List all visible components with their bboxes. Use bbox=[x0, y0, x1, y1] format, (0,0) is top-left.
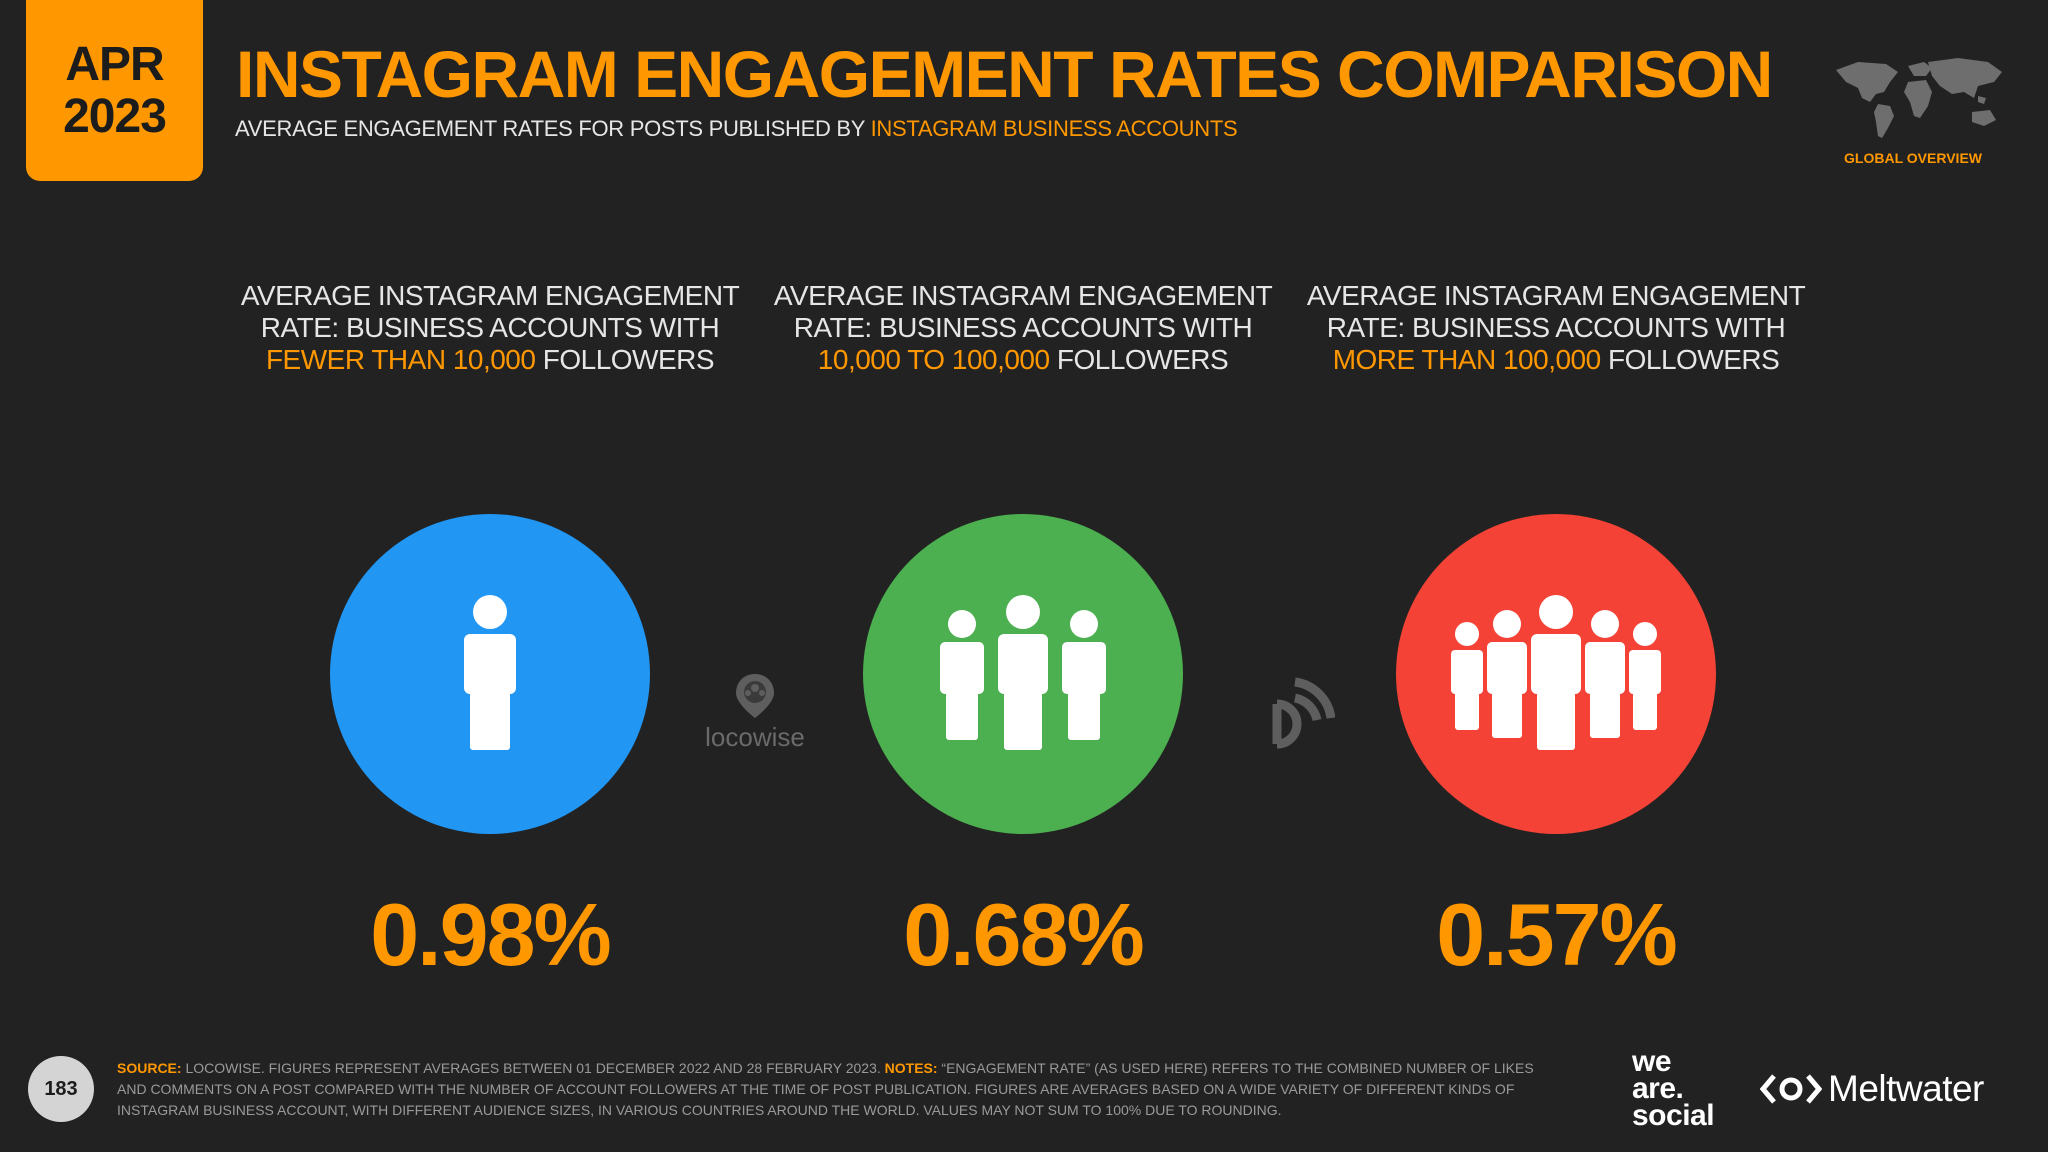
panel-heading: AVERAGE INSTAGRAM ENGAGEMENT RATE: BUSIN… bbox=[773, 280, 1273, 376]
stat-value: 0.98% bbox=[370, 885, 612, 984]
locowise-pin-icon bbox=[736, 674, 774, 718]
panel-heading: AVERAGE INSTAGRAM ENGAGEMENT RATE: BUSIN… bbox=[240, 280, 740, 376]
brand-was-line2: are. bbox=[1632, 1072, 1684, 1105]
panel-heading-line1: AVERAGE INSTAGRAM ENGAGEMENT bbox=[1306, 280, 1806, 311]
panel-large-accounts: AVERAGE INSTAGRAM ENGAGEMENT RATE: BUSIN… bbox=[1306, 280, 1806, 980]
stat-value: 0.68% bbox=[903, 885, 1145, 984]
blue-circle bbox=[330, 514, 650, 834]
footnote: SOURCE: LOCOWISE. FIGURES REPRESENT AVER… bbox=[117, 1058, 1562, 1121]
green-circle bbox=[863, 514, 1183, 834]
page-title: INSTAGRAM ENGAGEMENT RATES COMPARISON bbox=[236, 37, 1773, 111]
three-people-icon bbox=[940, 595, 1106, 750]
panel-heading-line3: FEWER THAN 10,000 FOLLOWERS bbox=[240, 344, 740, 376]
panel-heading-line1: AVERAGE INSTAGRAM ENGAGEMENT bbox=[240, 280, 740, 311]
panel-heading-suffix: FOLLOWERS bbox=[1600, 344, 1780, 375]
brand-was-line1: we bbox=[1632, 1045, 1672, 1078]
stat-value: 0.57% bbox=[1436, 885, 1678, 984]
panel-heading-highlight: MORE THAN 100,000 bbox=[1332, 344, 1602, 375]
meltwater-logo: Meltwater bbox=[1760, 1068, 1984, 1110]
date-badge: APR 2023 bbox=[26, 0, 203, 181]
subtitle-prefix: AVERAGE ENGAGEMENT RATES FOR POSTS PUBLI… bbox=[235, 116, 871, 141]
panel-heading-line1: AVERAGE INSTAGRAM ENGAGEMENT bbox=[773, 280, 1273, 311]
page-subtitle: AVERAGE ENGAGEMENT RATES FOR POSTS PUBLI… bbox=[235, 116, 1238, 142]
source-label: SOURCE: bbox=[117, 1060, 182, 1076]
brand-was-line3: social bbox=[1632, 1099, 1715, 1132]
panel-medium-accounts: AVERAGE INSTAGRAM ENGAGEMENT RATE: BUSIN… bbox=[773, 280, 1273, 980]
panel-heading-line3: MORE THAN 100,000 FOLLOWERS bbox=[1306, 344, 1806, 376]
five-people-icon bbox=[1451, 595, 1661, 750]
panel-heading-suffix: FOLLOWERS bbox=[535, 344, 715, 375]
panel-heading: AVERAGE INSTAGRAM ENGAGEMENT RATE: BUSIN… bbox=[1306, 280, 1806, 376]
datareportal-icon bbox=[1272, 677, 1336, 749]
panel-heading-highlight: 10,000 TO 100,000 bbox=[817, 344, 1050, 375]
region-label: GLOBAL OVERVIEW bbox=[1844, 150, 1982, 166]
panel-heading-line2: RATE: BUSINESS ACCOUNTS WITH bbox=[793, 312, 1253, 343]
panel-heading-line3: 10,000 TO 100,000 FOLLOWERS bbox=[773, 344, 1273, 376]
notes-text: “ENGAGEMENT RATE” (AS USED HERE) REFERS … bbox=[117, 1060, 1534, 1118]
datareportal-logo bbox=[1255, 672, 1336, 757]
panel-heading-line2: RATE: BUSINESS ACCOUNTS WITH bbox=[260, 312, 720, 343]
red-circle bbox=[1396, 514, 1716, 834]
locowise-logo: locowise bbox=[700, 672, 810, 753]
notes-label: NOTES: bbox=[884, 1060, 938, 1076]
world-map-icon bbox=[1828, 52, 2008, 168]
meltwater-text: Meltwater bbox=[1828, 1068, 1984, 1109]
meltwater-icon bbox=[1760, 1074, 1822, 1104]
panel-heading-line2: RATE: BUSINESS ACCOUNTS WITH bbox=[1326, 312, 1786, 343]
locowise-text: locowise bbox=[705, 722, 805, 752]
source-text: LOCOWISE. FIGURES REPRESENT AVERAGES BET… bbox=[181, 1060, 885, 1076]
subtitle-highlight: INSTAGRAM BUSINESS ACCOUNTS bbox=[870, 116, 1238, 141]
we-are-social-logo: we are. social bbox=[1632, 1045, 1715, 1132]
single-person-icon bbox=[464, 595, 516, 750]
panel-heading-highlight: FEWER THAN 10,000 bbox=[265, 344, 536, 375]
badge-year: 2023 bbox=[63, 89, 167, 143]
page-number: 183 bbox=[28, 1056, 94, 1122]
badge-month: APR bbox=[65, 37, 164, 91]
panel-small-accounts: AVERAGE INSTAGRAM ENGAGEMENT RATE: BUSIN… bbox=[240, 280, 740, 980]
panel-heading-suffix: FOLLOWERS bbox=[1049, 344, 1229, 375]
